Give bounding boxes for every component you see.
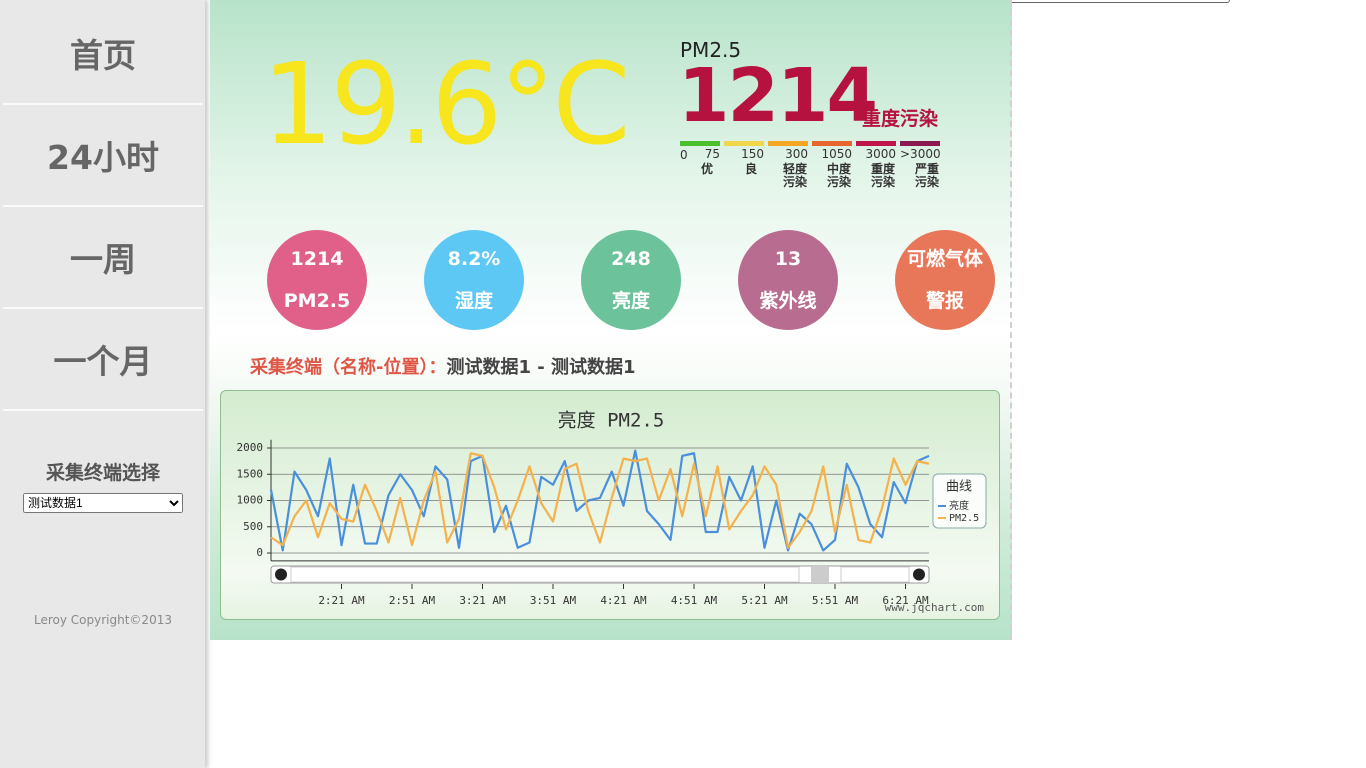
scale-name: 中度污染: [826, 162, 851, 189]
series-line: [270, 452, 930, 549]
scale-column: 75 优: [680, 148, 720, 176]
sensor-label: 亮度: [611, 290, 650, 312]
sensor-circle: 248 亮度: [581, 230, 681, 330]
terminal-label: 采集终端（名称-位置）：: [250, 357, 447, 378]
chart: 亮度 PM2.5 www.jqchart.com 0 500 1000 1500 200…: [237, 410, 987, 614]
legend-title: 曲线: [946, 480, 972, 495]
y-tick-label: 500: [243, 520, 263, 533]
sensor-value: 13: [774, 248, 802, 270]
sensor-circle: 13 紫外线: [738, 230, 838, 330]
scale-name: 良: [744, 162, 757, 176]
sensor-label: 警报: [925, 290, 964, 312]
series-line: [269, 449, 930, 552]
scale-name: 轻度污染: [782, 162, 807, 189]
x-tick-label: 3:21 AM: [459, 594, 506, 607]
nav-item[interactable]: 一个月: [3, 309, 203, 411]
sensor-circle: 8.2% 湿度: [424, 230, 524, 330]
sensor-label: 紫外线: [759, 290, 817, 312]
watermark: www.jqchart.com: [885, 601, 985, 614]
sensor-label: 湿度: [454, 290, 493, 312]
chart-title: 亮度 PM2.5: [558, 410, 665, 432]
sensor-value: 8.2%: [447, 248, 501, 270]
legend-label: PM2.5: [949, 513, 979, 524]
nav-item[interactable]: 一周: [3, 207, 203, 309]
pm25-label: PM2.5: [680, 38, 742, 62]
chart-panel: 亮度 PM2.5 www.jqchart.com 0 500 1000 1500 200…: [220, 390, 1000, 620]
y-tick-label: 2000: [237, 441, 264, 454]
pm25-level: 重度污染: [862, 108, 939, 130]
scale-limit: >3000: [900, 147, 941, 161]
sensor-label: PM2.5: [283, 290, 351, 312]
scroll-left[interactable]: [275, 568, 287, 581]
legend-box: [932, 473, 987, 529]
nav-item[interactable]: 24小时: [3, 105, 203, 207]
selector-title: 采集终端选择: [45, 462, 160, 484]
scrollbar: [270, 565, 930, 584]
sensor-value: 1214: [290, 248, 344, 270]
scale-segment: [768, 141, 808, 146]
sensor-circle: 1214 PM2.5: [267, 230, 367, 330]
scale-column: 1050 中度污染: [812, 148, 852, 189]
x-tick-label: 6:21 AM: [882, 594, 929, 607]
y-tick-label: 0: [256, 546, 263, 559]
scale-start: 0: [680, 148, 688, 162]
x-tick-label: 5:21 AM: [741, 594, 788, 607]
scale-limit: 150: [741, 147, 764, 161]
scale-segment: [856, 141, 896, 146]
scale-limit: 3000: [865, 147, 896, 161]
terminal-line: 采集终端（名称-位置）：测试数据1 - 测试数据1: [250, 353, 636, 379]
legend-label: 亮度: [949, 499, 969, 512]
scale-name: 重度污染: [870, 162, 895, 189]
x-tick-label: 2:51 AM: [389, 594, 436, 607]
scale-segment: [900, 141, 940, 146]
pm25-value: 1214: [678, 53, 878, 139]
scroll-right[interactable]: [913, 568, 925, 581]
scale-column: 150 良: [724, 148, 764, 176]
x-tick-label: 4:51 AM: [671, 594, 718, 607]
scale-limit: 1050: [821, 147, 852, 161]
scale-segment: [812, 141, 852, 146]
scale-segment: [680, 141, 720, 146]
y-tick-label: 1500: [237, 467, 264, 480]
x-tick-label: 3:51 AM: [530, 594, 577, 607]
y-tick-label: 1000: [237, 494, 264, 507]
sidebar: 首页 24小时 一周 一个月 采集终端选择 测试数据1 Leroy Copyri…: [0, 0, 205, 768]
temperature: 19.6°C: [262, 40, 631, 170]
sensor-value: 可燃气体: [906, 248, 983, 270]
scale-name: 优: [700, 162, 713, 176]
scroll-range: [290, 566, 800, 583]
x-tick-label: 2:21 AM: [318, 594, 365, 607]
nav-item[interactable]: 首页: [3, 3, 203, 105]
scale-limit: 75: [704, 147, 720, 161]
scale-segment: [724, 141, 764, 146]
pm25-scale: 0 75 优 150 良 300 轻度污染 1050 中度污染 3000 重度污染 >3000 严重污…: [680, 0, 960, 200]
x-tick-label: 4:21 AM: [600, 594, 647, 607]
scale-name: 严重污染: [914, 162, 939, 189]
scale-limit: 300: [785, 147, 808, 161]
scale-column: >3000 严重污染: [900, 147, 941, 189]
sensor-circle: 可燃气体 警报: [895, 230, 995, 330]
scroll-range: [840, 566, 910, 583]
copyright: Leroy Copyright©2013: [34, 613, 172, 627]
scroll-thumb[interactable]: [811, 567, 829, 582]
terminal-value: 测试数据1 - 测试数据1: [446, 357, 636, 378]
scale-column: 3000 重度污染: [856, 148, 896, 189]
x-tick-label: 5:51 AM: [812, 594, 859, 607]
terminal-select[interactable]: 测试数据1: [23, 493, 183, 513]
scale-column: 300 轻度污染: [768, 148, 808, 189]
sensor-value: 248: [611, 248, 651, 270]
